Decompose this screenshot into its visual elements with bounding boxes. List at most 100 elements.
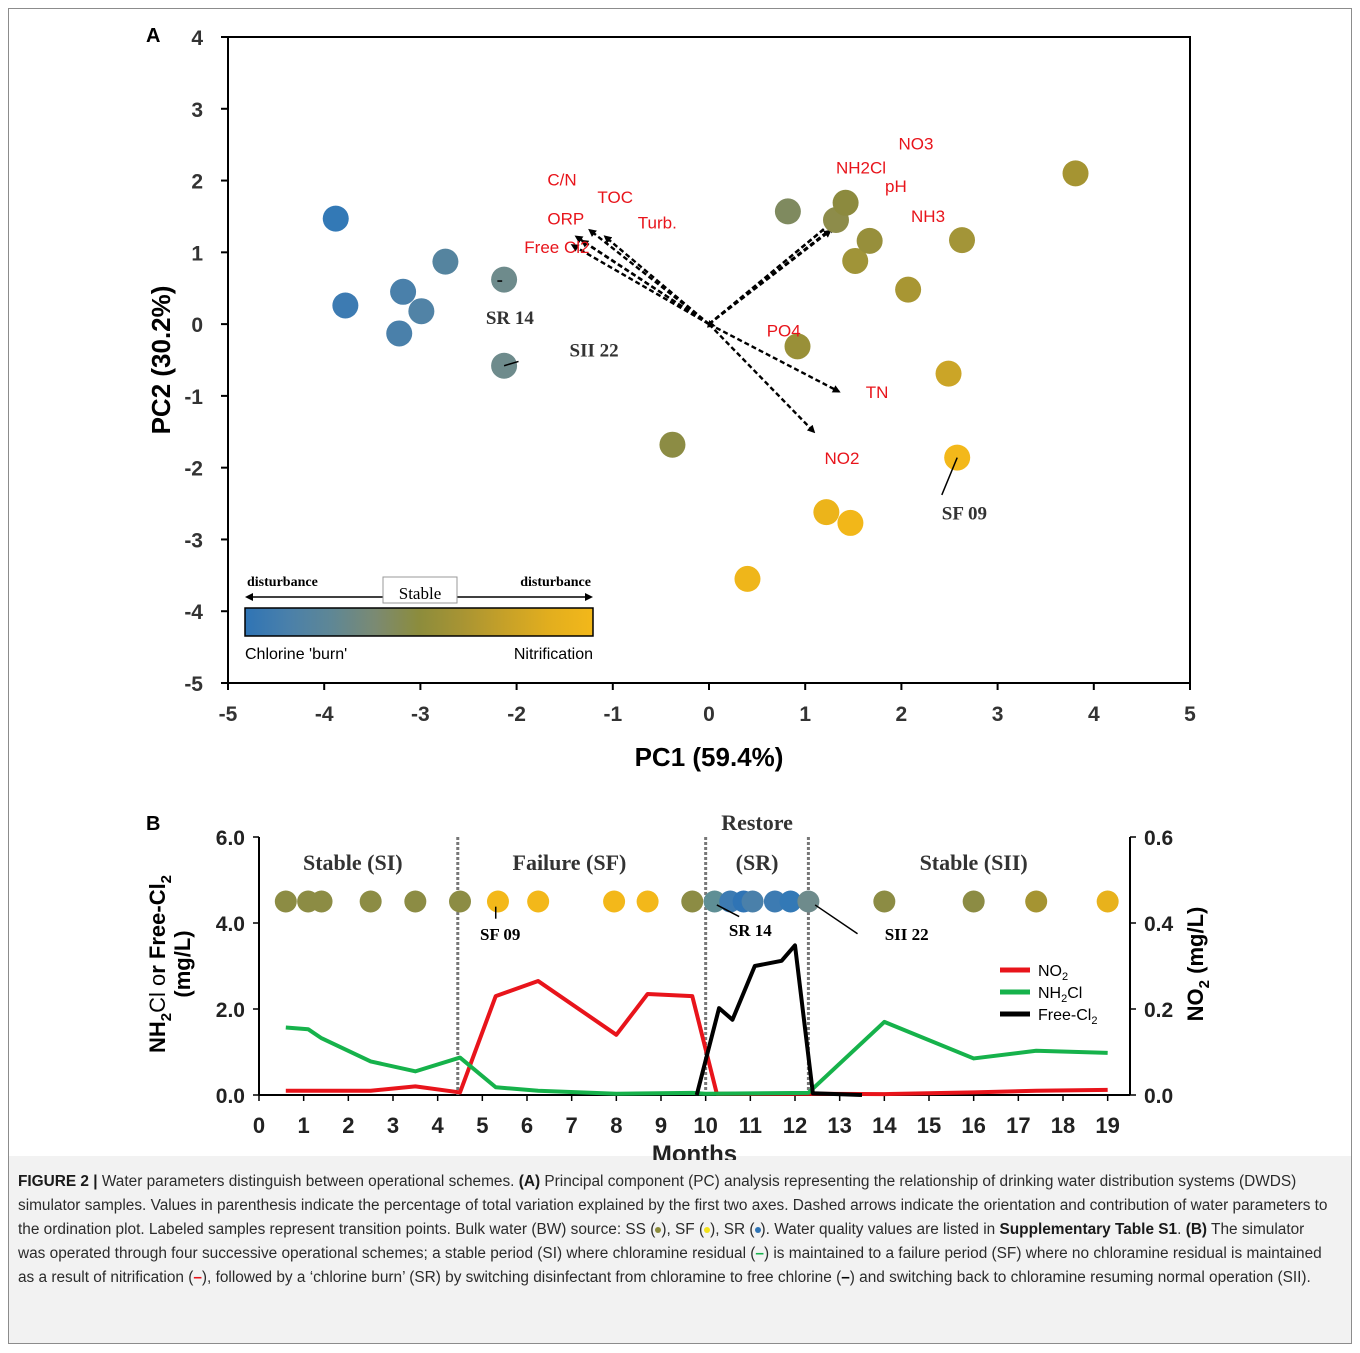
sample-dot xyxy=(681,890,704,913)
y-left-axis-title-part: 2 xyxy=(158,1013,175,1021)
caption-supplementary-link[interactable]: Supplementary Table S1 xyxy=(999,1221,1178,1238)
sample-point xyxy=(813,499,840,526)
loading-arrow xyxy=(580,239,710,326)
caption-background xyxy=(9,1156,1351,1343)
loading-label: NO3 xyxy=(899,135,934,154)
y-right-axis-title: NO2 (mg/L) xyxy=(1183,907,1213,1022)
y-left-tick-label: 6.0 xyxy=(216,827,245,850)
x-tick-label: 19 xyxy=(1095,1113,1119,1138)
y-left-axis-unit: (mg/L) xyxy=(170,930,195,997)
x-axis-title: Months xyxy=(652,1141,737,1160)
sr-dot-icon xyxy=(754,1226,761,1233)
caption-separator: ), SR ( xyxy=(710,1221,755,1238)
sample-point xyxy=(1062,160,1089,187)
y-tick-label: -4 xyxy=(184,601,203,624)
sample-dot xyxy=(486,890,509,913)
no2-dash-icon: – xyxy=(193,1269,202,1286)
loading-label: TN xyxy=(866,383,889,402)
sample-dot xyxy=(404,890,427,913)
sample-point xyxy=(856,227,883,254)
sample-point xyxy=(491,266,518,293)
sample-point xyxy=(734,565,761,592)
sample-dot xyxy=(1096,890,1119,913)
sample-point xyxy=(390,278,417,305)
caption-part-a-label: (A) xyxy=(518,1173,541,1190)
loading-label: NH3 xyxy=(911,207,945,226)
legend-right-bottom-label: Nitrification xyxy=(514,646,593,663)
legend-label: Free-Cl2 xyxy=(1038,1007,1097,1027)
x-tick-label: 18 xyxy=(1051,1113,1075,1138)
x-tick-label: 6 xyxy=(521,1113,533,1138)
caption-separator: ), SF ( xyxy=(661,1221,705,1238)
caption-part-b-text: The simulator was operated through four … xyxy=(18,1221,1305,1262)
y-left-axis-title-part: Cl o xyxy=(145,974,170,1013)
legend-gradient-bar xyxy=(244,607,594,637)
y-right-axis-title-part: 2 xyxy=(1196,980,1213,988)
sample-point xyxy=(659,431,686,458)
sample-annotation: SII 22 xyxy=(885,925,929,944)
x-tick-label: 1 xyxy=(799,703,811,726)
panel-b-label: B xyxy=(146,813,160,835)
loading-arrow xyxy=(708,218,838,326)
sample-dot xyxy=(310,890,333,913)
x-tick-label: 14 xyxy=(872,1113,897,1138)
y-tick-label: -1 xyxy=(184,386,203,409)
loading-label: TOC xyxy=(597,188,633,207)
loading-label: NO2 xyxy=(824,449,859,468)
sample-dot xyxy=(603,890,626,913)
x-tick-label: 16 xyxy=(961,1113,985,1138)
series-line-no2 xyxy=(285,979,1108,1097)
x-tick-label: 15 xyxy=(917,1113,941,1138)
sample-dot xyxy=(1025,890,1048,913)
sample-point xyxy=(895,276,922,303)
timeseries-panel: B0 1 2 3 4 5 6 7 8 9 10 11 12 13 14 15 16 17 18 190.02.04.0… xyxy=(145,810,1213,1160)
y-tick-label: 0 xyxy=(191,314,203,337)
loading-arrow xyxy=(708,225,836,326)
y-right-tick-label: 0.4 xyxy=(1144,913,1174,936)
restore-label: Restore xyxy=(721,810,793,835)
sample-dot xyxy=(741,890,764,913)
loading-arrow xyxy=(570,244,710,326)
sample-annotation: SF 09 xyxy=(480,925,520,944)
ss-dot-icon xyxy=(655,1226,662,1233)
caption-part-b-label: (B) xyxy=(1185,1221,1208,1238)
x-tick-label: -5 xyxy=(219,703,238,726)
y-tick-label: -2 xyxy=(184,458,203,481)
sample-dot xyxy=(779,890,802,913)
legend-stable-box xyxy=(382,576,458,604)
x-tick-label: 3 xyxy=(387,1113,399,1138)
series-line-free-cl2 xyxy=(694,943,863,1097)
y-left-tick-label: 2.0 xyxy=(216,999,245,1022)
loading-arrow xyxy=(588,228,710,326)
caption-part-b-text: ) is maintained to a failure period (SF)… xyxy=(18,1245,1322,1286)
x-tick-label: 4 xyxy=(432,1113,445,1138)
loading-label: Turb. xyxy=(638,214,677,233)
x-tick-label: 0 xyxy=(253,1113,265,1138)
pca-biplot-panel: A -5 -4 -3 -2 -1 0 1 2 3 4 5 -5 -4 -3 -2 -1 0 1 2 3 4 PC1 (59.… xyxy=(146,25,1196,772)
caption-sentence: Water parameters distinguish between ope… xyxy=(97,1173,519,1190)
sample-point xyxy=(322,205,349,232)
x-tick-label: 3 xyxy=(992,703,1004,726)
sample-annotation: SR 14 xyxy=(486,308,535,329)
sample-dot xyxy=(873,890,896,913)
sample-point xyxy=(949,227,976,254)
legend-arrow-right-icon xyxy=(585,593,593,601)
y-tick-label: 2 xyxy=(191,171,203,194)
x-tick-label: 9 xyxy=(655,1113,667,1138)
y-left-axis-title-part: 2 xyxy=(158,875,175,883)
y-left-tick-label: 0.0 xyxy=(216,1085,245,1108)
sample-dot xyxy=(527,890,550,913)
y-right-axis-title-part: NO xyxy=(1183,988,1208,1021)
y-right-tick-label: 0.2 xyxy=(1144,999,1173,1022)
sample-annotation: SF 09 xyxy=(942,503,987,524)
sample-point xyxy=(784,333,811,360)
caption-part-b-text: ), followed by a ‘chlorine burn’ (SR) by… xyxy=(201,1269,842,1286)
x-tick-label: 2 xyxy=(342,1113,354,1138)
sample-point xyxy=(842,247,869,274)
x-tick-label: -2 xyxy=(507,703,526,726)
legend-label-part: Cl xyxy=(1067,985,1082,1002)
panel-a-label: A xyxy=(146,25,160,47)
caption-text: ). Water quality values are listed in xyxy=(760,1221,1000,1238)
loading-arrow xyxy=(574,235,710,326)
x-tick-label: 5 xyxy=(1184,703,1196,726)
